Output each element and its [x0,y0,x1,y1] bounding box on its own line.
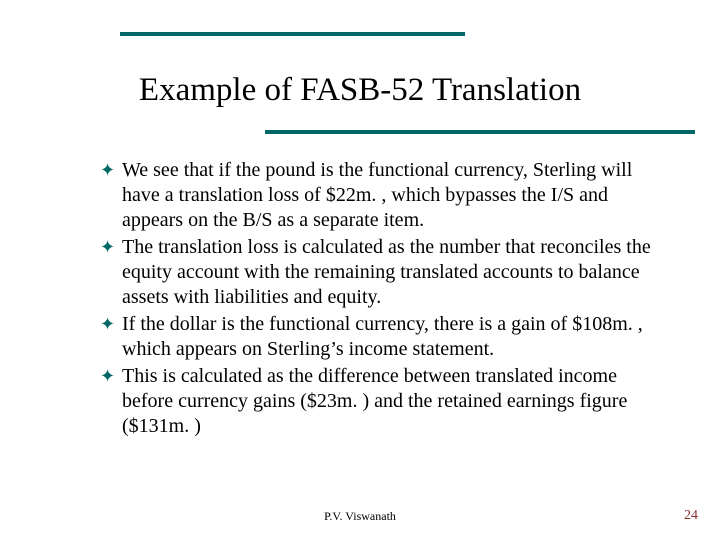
bullet-item: ✦ We see that if the pound is the functi… [100,158,660,233]
decorative-rule-mid [265,130,695,134]
bullet-text: The translation loss is calculated as th… [122,235,660,310]
decorative-rule-top [120,32,465,36]
bullet-marker-icon: ✦ [100,364,122,389]
slide-title: Example of FASB-52 Translation [0,72,720,109]
footer-page-number: 24 [684,508,698,524]
slide: Example of FASB-52 Translation ✦ We see … [0,0,720,540]
bullet-text: If the dollar is the functional currency… [122,312,660,362]
bullet-item: ✦ This is calculated as the difference b… [100,364,660,439]
bullet-item: ✦ The translation loss is calculated as … [100,235,660,310]
bullet-marker-icon: ✦ [100,312,122,337]
bullet-marker-icon: ✦ [100,158,122,183]
footer-author: P.V. Viswanath [0,509,720,524]
bullet-text: This is calculated as the difference bet… [122,364,660,439]
bullet-item: ✦ If the dollar is the functional curren… [100,312,660,362]
bullet-text: We see that if the pound is the function… [122,158,660,233]
bullet-marker-icon: ✦ [100,235,122,260]
body-text: ✦ We see that if the pound is the functi… [100,158,660,441]
